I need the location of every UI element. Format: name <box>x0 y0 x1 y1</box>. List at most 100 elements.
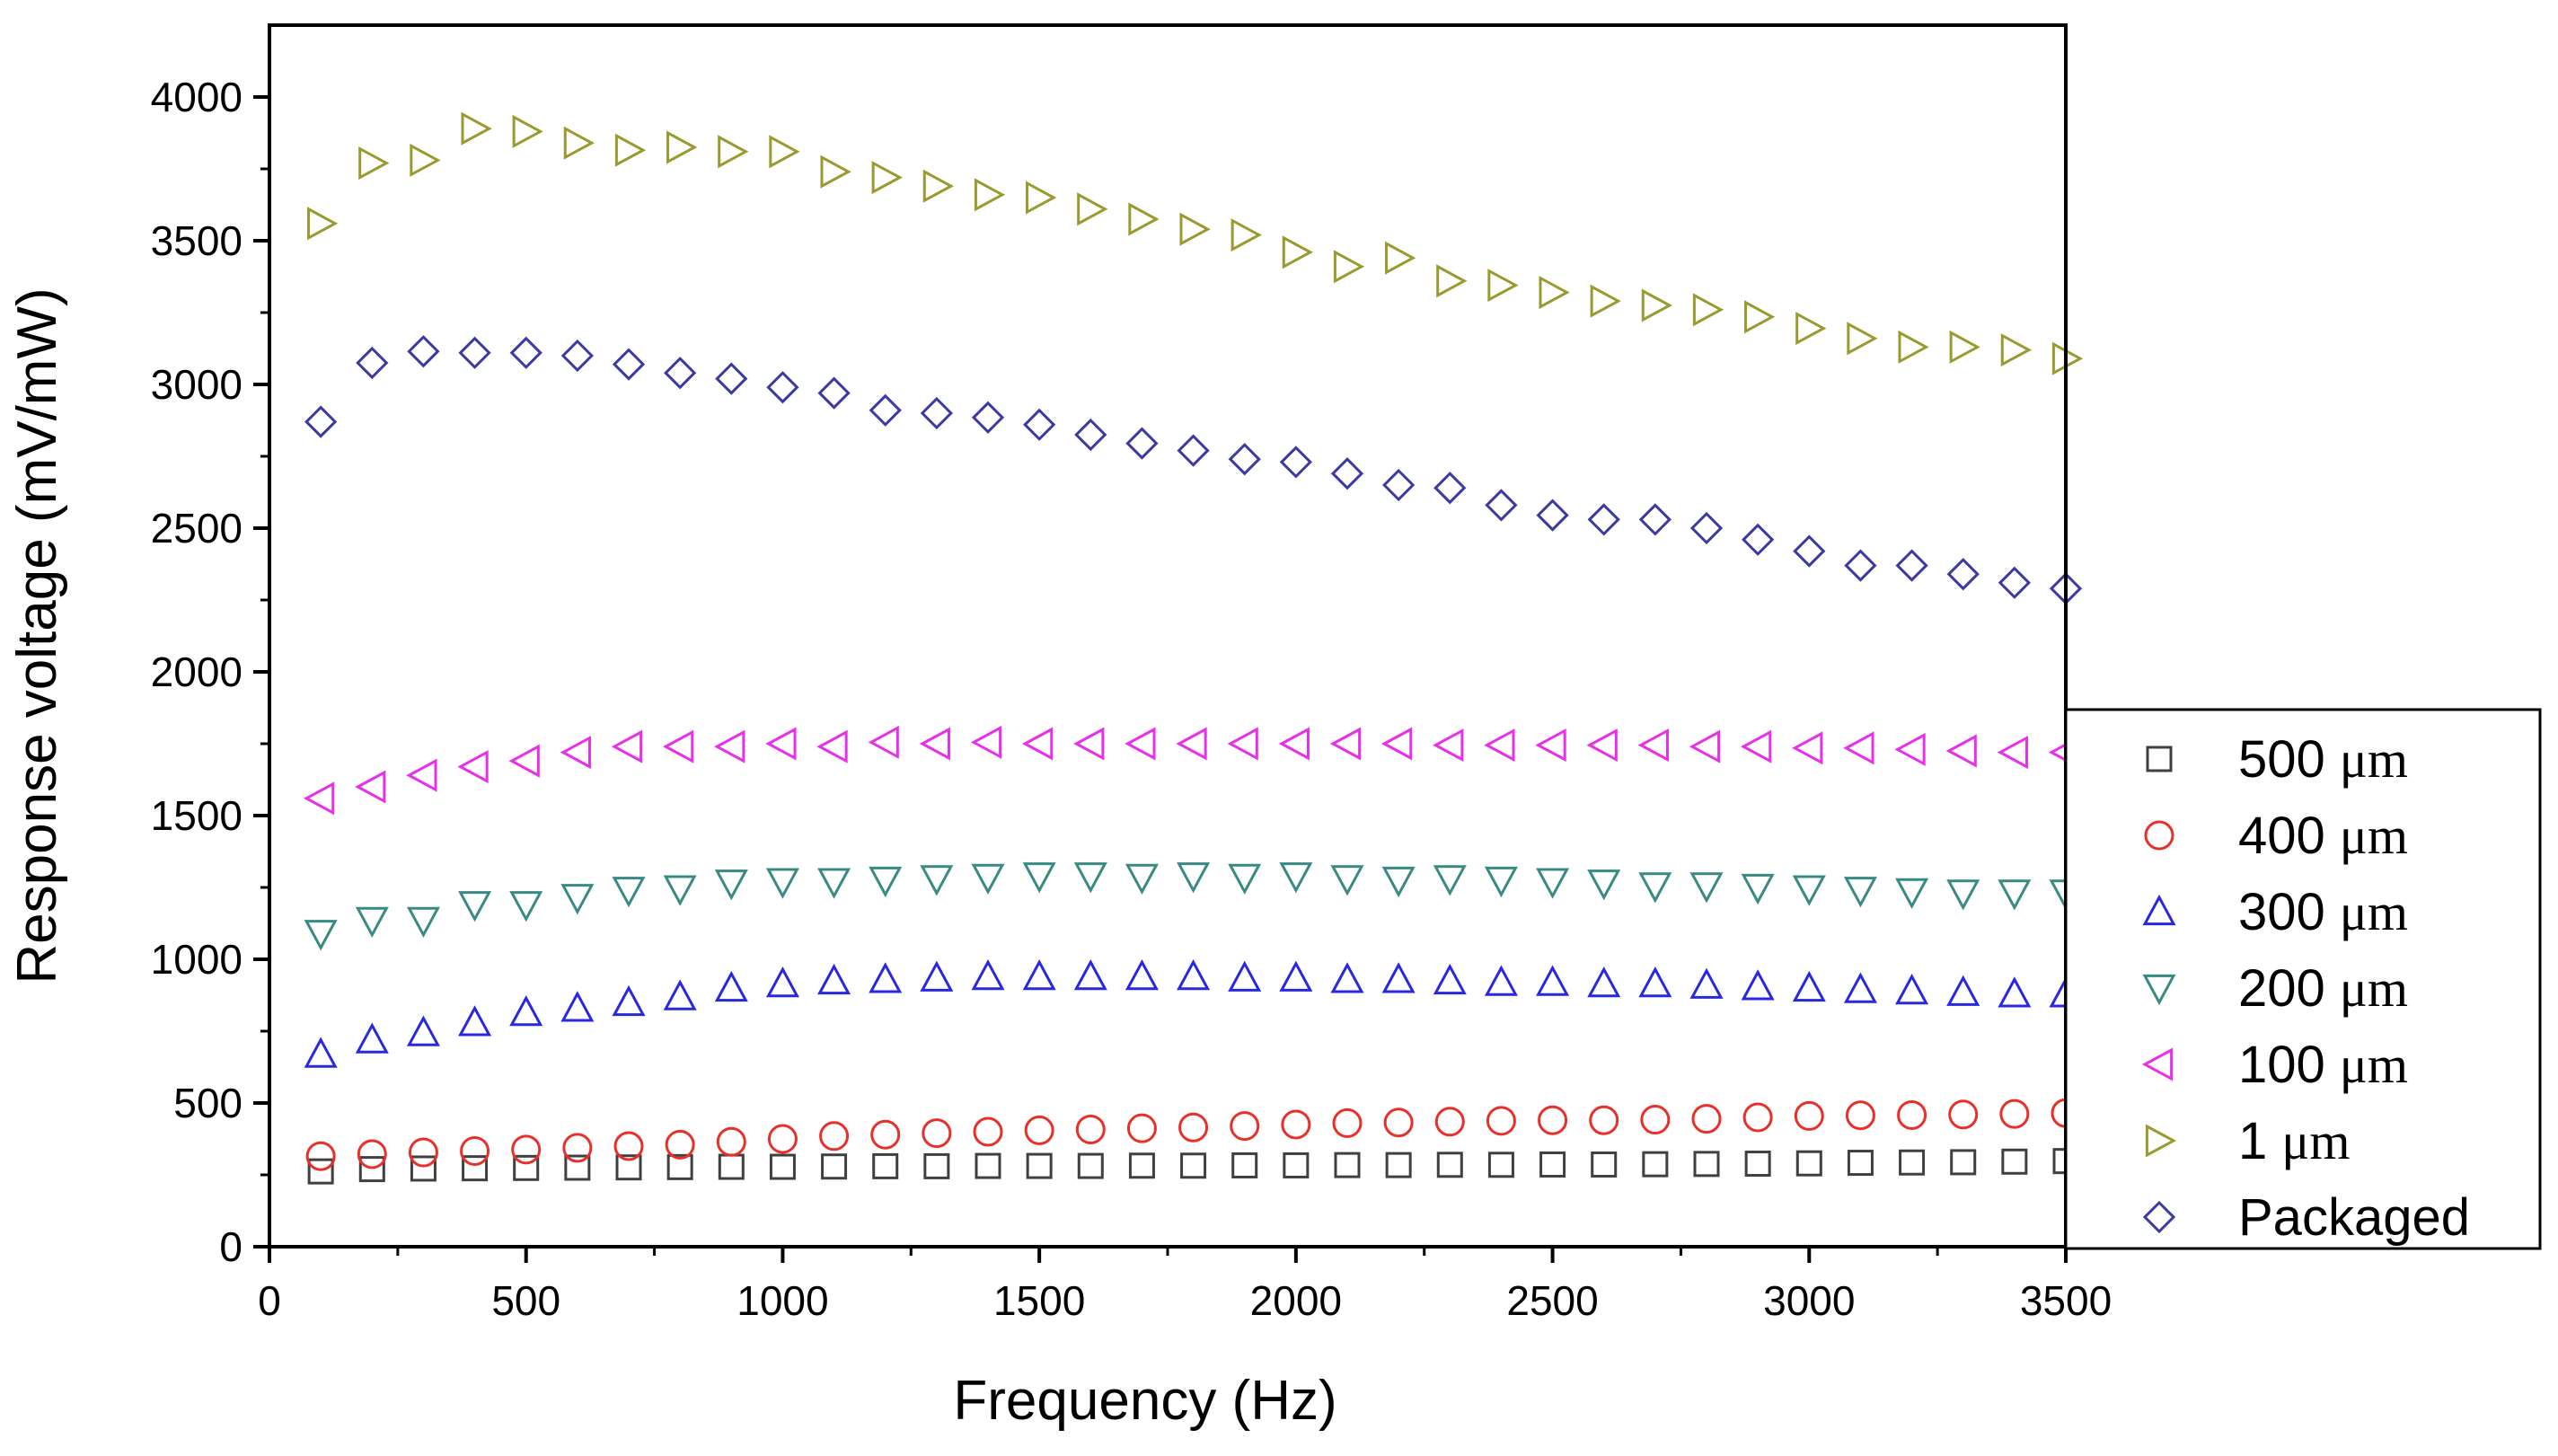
data-point-packaged <box>1895 549 1928 582</box>
data-point-200 <box>612 877 646 908</box>
data-point-500 <box>1795 1150 1822 1177</box>
data-point-100 <box>1740 729 1772 763</box>
data-point-packaged <box>817 376 851 410</box>
legend-entry-500: 500 μm <box>2146 730 2408 789</box>
data-point-300 <box>406 1015 440 1046</box>
data-point-packaged <box>356 346 389 380</box>
data-point-500 <box>1128 1152 1155 1179</box>
data-point-100 <box>303 781 335 816</box>
legend-unit: μm <box>2340 807 2408 865</box>
data-point-500 <box>1334 1152 1361 1178</box>
data-point-100 <box>868 725 899 759</box>
legend-unit: μm <box>2340 730 2408 789</box>
data-point-500 <box>564 1154 591 1181</box>
data-point-300 <box>920 960 954 992</box>
data-point-100 <box>765 727 797 761</box>
data-point-300 <box>1433 963 1467 995</box>
legend-label-300: 300 μm <box>2238 883 2408 941</box>
series-400 <box>305 1098 2081 1171</box>
data-point-1 <box>512 114 543 148</box>
x-axis-title: Frequency (Hz) <box>953 1370 1336 1432</box>
data-point-packaged <box>715 362 748 395</box>
data-point-300 <box>1125 959 1159 991</box>
data-point-packaged <box>1023 408 1056 441</box>
data-point-200 <box>1792 875 1826 906</box>
legend-entry-200: 200 μm <box>2142 959 2408 1018</box>
legend-label-500: 500 μm <box>2238 730 2408 789</box>
series-300 <box>304 959 2083 1068</box>
data-point-1 <box>1539 276 1570 310</box>
data-point-200 <box>1484 866 1518 898</box>
data-point-300 <box>971 959 1005 991</box>
data-point-200 <box>1998 879 2032 911</box>
data-point-1 <box>1385 241 1416 275</box>
data-point-300 <box>817 963 851 995</box>
legend-unit: μm <box>2340 1036 2408 1094</box>
data-point-200 <box>663 875 697 906</box>
data-point-300 <box>509 995 543 1027</box>
data-point-100 <box>662 729 694 763</box>
series-500 <box>307 1148 2079 1185</box>
data-point-300 <box>869 962 903 993</box>
data-point-500 <box>1642 1151 1669 1178</box>
data-point-100 <box>1227 727 1258 761</box>
data-point-200 <box>765 868 799 899</box>
data-point-300 <box>304 1037 338 1068</box>
data-point-100 <box>560 736 591 770</box>
data-point-500 <box>1847 1150 1874 1177</box>
data-point-500 <box>872 1152 899 1179</box>
data-point-packaged <box>766 371 799 404</box>
data-point-300 <box>612 984 646 1017</box>
data-point-1 <box>820 154 851 189</box>
data-point-500 <box>410 1155 437 1182</box>
data-point-400 <box>511 1134 542 1165</box>
data-point-packaged <box>612 348 646 381</box>
legend-label-200: 200 μm <box>2238 959 2408 1018</box>
x-tick-label: 1500 <box>993 1277 1085 1324</box>
legend-marker-packaged <box>2142 1200 2176 1234</box>
data-point-packaged <box>1228 443 1261 476</box>
data-point-100 <box>1433 728 1464 763</box>
data-point-500 <box>307 1158 334 1185</box>
legend-entry-400: 400 μm <box>2144 807 2408 865</box>
data-point-packaged <box>560 339 594 373</box>
data-point-300 <box>1741 969 1775 1001</box>
data-point-200 <box>1741 873 1775 905</box>
legend-label-1: 1 μm <box>2238 1112 2350 1170</box>
data-point-400 <box>408 1137 438 1168</box>
data-point-100 <box>1586 728 1618 763</box>
data-point-400 <box>767 1124 798 1154</box>
data-point-200 <box>1638 872 1672 904</box>
data-point-300 <box>1381 962 1416 993</box>
data-point-200 <box>1022 862 1056 894</box>
x-tick-label: 0 <box>258 1277 281 1324</box>
data-point-packaged <box>1177 434 1210 467</box>
data-point-300 <box>1536 965 1570 996</box>
data-point-300 <box>1177 959 1211 991</box>
data-point-100 <box>970 725 1002 759</box>
data-point-200 <box>1689 872 1724 904</box>
y-tick-label: 2000 <box>151 649 243 695</box>
data-point-100 <box>1073 727 1105 761</box>
data-point-300 <box>1279 960 1313 992</box>
data-point-1 <box>1230 218 1262 252</box>
data-point-200 <box>1587 869 1621 901</box>
data-point-200 <box>817 868 851 899</box>
data-point-500 <box>2001 1148 2028 1175</box>
data-point-packaged <box>920 396 953 430</box>
legend-box <box>2064 708 2542 1250</box>
data-point-packaged <box>1638 503 1672 536</box>
data-point-packaged <box>1844 549 1877 582</box>
legend-marker-400 <box>2144 820 2174 851</box>
data-point-100 <box>355 770 386 804</box>
data-point-packaged <box>1125 427 1159 460</box>
data-point-100 <box>1380 727 1413 761</box>
y-tick-label: 1500 <box>151 792 243 839</box>
data-point-100 <box>1176 727 1207 761</box>
data-point-200 <box>304 920 338 951</box>
data-point-1 <box>1026 181 1057 215</box>
data-point-300 <box>560 991 595 1022</box>
data-point-100 <box>1329 727 1362 761</box>
data-point-500 <box>1180 1152 1207 1179</box>
